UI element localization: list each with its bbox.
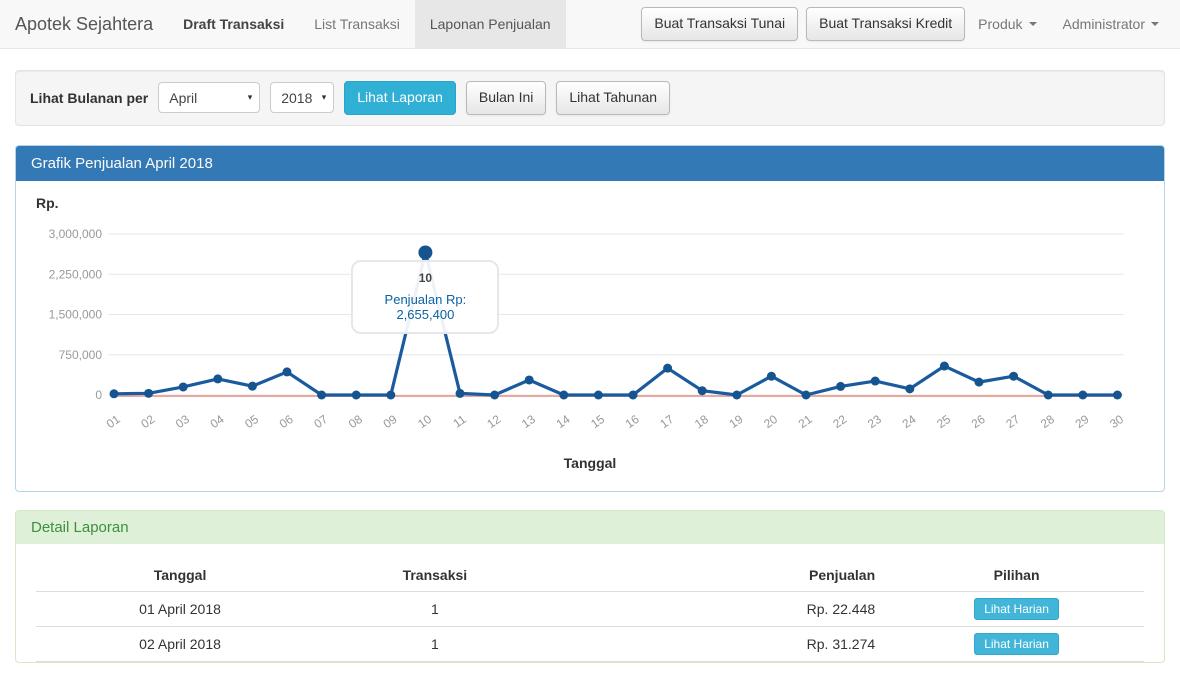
svg-text:21: 21 — [796, 412, 815, 431]
y-axis-unit-label: Rp. — [36, 194, 59, 211]
svg-text:05: 05 — [242, 412, 261, 431]
cell-transaksi: 1 — [324, 626, 546, 662]
svg-text:04: 04 — [208, 412, 227, 431]
detail-panel-title: Detail Laporan — [16, 510, 1164, 544]
year-select-value: 2018 — [281, 89, 313, 106]
svg-text:26: 26 — [969, 412, 988, 431]
detail-report-table: Tanggal Transaksi Penjualan Pilihan 01 A… — [36, 557, 1144, 662]
app-brand[interactable]: Apotek Sejahtera — [15, 13, 154, 34]
svg-text:29: 29 — [1073, 412, 1092, 431]
filter-bar: Lihat Bulanan per April ▾ 2018 ▾ Lihat L… — [15, 70, 1165, 126]
nav-item-list-transaksi[interactable]: List Transaksi — [314, 16, 400, 32]
buat-transaksi-kredit-button[interactable]: Buat Transaksi Kredit — [806, 7, 966, 41]
filter-label: Lihat Bulanan per — [30, 89, 149, 106]
svg-text:03: 03 — [173, 412, 192, 431]
svg-text:07: 07 — [311, 412, 330, 431]
svg-text:11: 11 — [450, 412, 469, 431]
produk-dropdown-label: Produk — [978, 16, 1023, 32]
svg-text:22: 22 — [830, 412, 849, 431]
svg-text:08: 08 — [346, 412, 365, 431]
lihat-harian-button[interactable]: Lihat Harian — [974, 597, 1059, 620]
cell-transaksi: 1 — [324, 591, 546, 627]
month-select[interactable]: April ▾ — [158, 82, 261, 114]
svg-text:13: 13 — [519, 412, 538, 431]
svg-text:16: 16 — [623, 412, 642, 431]
detail-report-panel: Detail Laporan Tanggal Transaksi Penjual… — [15, 509, 1165, 663]
svg-text:23: 23 — [865, 412, 884, 431]
cell-tanggal: 01 April 2018 — [36, 591, 325, 627]
chart-panel-body: Rp. 3,000,000 2,250,000 1,500,000 750,000 0 0… — [16, 195, 1164, 471]
lihat-harian-button[interactable]: Lihat Harian — [974, 632, 1059, 655]
svg-text:09: 09 — [381, 412, 400, 431]
svg-text:25: 25 — [934, 412, 953, 431]
year-select[interactable]: 2018 ▾ — [270, 82, 335, 114]
svg-text:06: 06 — [277, 412, 296, 431]
select-caret-icon: ▾ — [247, 92, 253, 103]
svg-text:18: 18 — [692, 412, 711, 431]
svg-text:1,500,000: 1,500,000 — [49, 307, 103, 321]
col-header-tanggal: Tanggal — [36, 557, 325, 592]
svg-text:15: 15 — [588, 412, 607, 431]
svg-text:12: 12 — [484, 412, 503, 431]
svg-text:750,000: 750,000 — [59, 348, 103, 362]
svg-text:24: 24 — [900, 412, 919, 431]
bulan-ini-button[interactable]: Bulan Ini — [465, 81, 547, 115]
produk-dropdown[interactable]: Produk — [965, 16, 1049, 32]
chart-panel-title: Grafik Penjualan April 2018 — [16, 145, 1164, 181]
svg-text:30: 30 — [1107, 412, 1126, 431]
select-caret-icon: ▾ — [321, 92, 327, 103]
tooltip-day: 10 — [418, 270, 433, 285]
svg-text:2,250,000: 2,250,000 — [49, 267, 103, 281]
table-header-row: Tanggal Transaksi Penjualan Pilihan — [36, 557, 1144, 592]
cell-tanggal: 02 April 2018 — [36, 626, 325, 662]
buat-transaksi-tunai-button[interactable]: Buat Transaksi Tunai — [641, 7, 799, 41]
tooltip-value: Penjualan Rp: 2,655,400 — [384, 291, 467, 322]
administrator-dropdown[interactable]: Administrator — [1050, 16, 1172, 32]
cell-penjualan: Rp. 22.448 — [545, 591, 890, 627]
svg-text:19: 19 — [727, 412, 746, 431]
lihat-tahunan-button[interactable]: Lihat Tahunan — [556, 81, 671, 115]
lihat-laporan-button[interactable]: Lihat Laporan — [344, 81, 456, 115]
svg-text:28: 28 — [1038, 412, 1057, 431]
col-header-transaksi: Transaksi — [324, 557, 546, 592]
x-axis-title: Tanggal — [563, 454, 617, 471]
svg-text:3,000,000: 3,000,000 — [49, 227, 103, 241]
nav-item-draft-transaksi[interactable]: Draft Transaksi — [183, 16, 285, 32]
administrator-dropdown-label: Administrator — [1062, 16, 1145, 32]
sales-chart-panel: Grafik Penjualan April 2018 Rp. 3,000,00… — [15, 144, 1165, 492]
cell-penjualan: Rp. 31.274 — [545, 626, 890, 662]
svg-text:14: 14 — [554, 412, 573, 431]
svg-text:02: 02 — [138, 412, 157, 431]
chevron-down-icon — [1028, 22, 1037, 26]
table-row: 01 April 2018 1 Rp. 22.448 Lihat Harian — [36, 591, 1144, 627]
nav-item-laporan-penjualan[interactable]: Laponan Penjualan — [414, 0, 566, 48]
svg-text:01: 01 — [104, 412, 123, 431]
chart-tooltip: 10 Penjualan Rp: 2,655,400 — [351, 259, 500, 334]
svg-text:17: 17 — [657, 412, 676, 431]
sales-line-chart[interactable]: 3,000,000 2,250,000 1,500,000 750,000 0 01 02 0… — [16, 223, 1164, 439]
svg-text:27: 27 — [1003, 412, 1022, 431]
chevron-down-icon — [1151, 22, 1159, 26]
month-select-value: April — [169, 89, 198, 106]
svg-text:20: 20 — [761, 412, 780, 431]
sales-chart-svg: 3,000,000 2,250,000 1,500,000 750,000 001 02 0… — [49, 227, 1127, 431]
svg-text:10: 10 — [415, 412, 434, 431]
col-header-penjualan: Penjualan — [545, 557, 890, 592]
top-navbar: Apotek Sejahtera Draft Transaksi List Tr… — [0, 0, 1180, 49]
svg-text:0: 0 — [95, 388, 102, 402]
table-row: 02 April 2018 1 Rp. 31.274 Lihat Harian — [36, 626, 1144, 662]
col-header-pilihan: Pilihan — [889, 557, 1144, 592]
